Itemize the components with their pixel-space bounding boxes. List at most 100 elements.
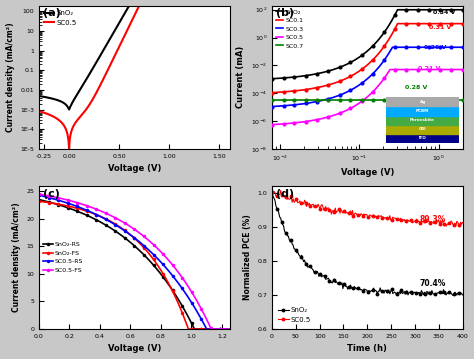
SC0.5 [269, 190, 275, 194]
SC0.3 [270, 104, 275, 109]
Point [425, 7, 433, 13]
SnO₂ [124, 8, 129, 12]
SC0.5 [66, 146, 72, 151]
Point [403, 21, 410, 27]
SC0.5-RS [204, 327, 210, 331]
SC0.5 [277, 192, 283, 197]
Point [291, 98, 298, 103]
SnO₂ [36, 94, 42, 98]
SC0.5-FS [128, 225, 134, 229]
X-axis label: Time (h): Time (h) [347, 344, 387, 354]
Line: SC0.1: SC0.1 [272, 24, 463, 93]
Point [346, 60, 354, 65]
SnO₂ [281, 224, 286, 228]
Point [302, 87, 310, 92]
SnO₂-RS [149, 262, 155, 266]
SC0.1 [269, 90, 275, 95]
Point [324, 96, 332, 102]
Y-axis label: Current (mA): Current (mA) [237, 46, 246, 108]
Point [369, 71, 376, 77]
Point [291, 102, 298, 108]
Point [437, 45, 444, 50]
X-axis label: Voltage (V): Voltage (V) [341, 168, 394, 177]
Text: (a): (a) [43, 8, 61, 18]
SC0.5-FS [139, 233, 145, 237]
Point [336, 110, 343, 116]
SC0.5-FS [127, 224, 132, 228]
Point [291, 88, 298, 94]
SnO₂-FS [222, 327, 228, 331]
Point [358, 66, 365, 72]
Point [280, 121, 287, 127]
SC0.3 [390, 45, 395, 50]
Point [291, 120, 298, 126]
SC0.5 [388, 67, 393, 72]
SC0.5 [270, 122, 275, 127]
Line: SC0.5-FS: SC0.5-FS [38, 193, 230, 330]
SnO₂-FS [139, 243, 145, 248]
Text: (c): (c) [43, 189, 60, 199]
SC0.5 [451, 223, 457, 227]
Point [459, 98, 466, 103]
Point [336, 92, 343, 98]
Point [291, 74, 298, 80]
SC0.3 [443, 45, 448, 50]
Point [459, 7, 466, 13]
Point [302, 98, 310, 103]
SnO₂ [269, 76, 275, 81]
SC0.5-FS [192, 296, 198, 300]
X-axis label: Voltage (V): Voltage (V) [108, 164, 161, 173]
Point [447, 67, 455, 73]
SnO₂ [277, 215, 283, 219]
SC0.1 [430, 22, 436, 26]
Point [391, 45, 399, 50]
Legend: SnO₂, SC0.5: SnO₂, SC0.5 [43, 9, 78, 27]
Point [280, 98, 287, 103]
SnO₂ [305, 265, 310, 269]
SC0.1 [395, 22, 401, 26]
SnO₂ [450, 293, 456, 298]
Point [391, 67, 399, 73]
Text: 0.34 V: 0.34 V [433, 10, 456, 15]
Point [381, 75, 388, 81]
Point [346, 74, 354, 79]
SnO₂-RS [36, 197, 42, 202]
Text: 0.29 V: 0.29 V [424, 45, 446, 50]
Y-axis label: Normalized PCE (%): Normalized PCE (%) [243, 215, 252, 300]
SnO₂ [46, 95, 52, 100]
Point [447, 45, 455, 50]
Point [437, 98, 444, 103]
SC0.7 [382, 98, 388, 103]
SC0.5-RS [128, 233, 134, 237]
Point [437, 7, 444, 13]
Point [324, 98, 332, 103]
SC0.7 [430, 98, 436, 103]
Point [358, 52, 365, 58]
Line: SnO₂: SnO₂ [271, 191, 464, 297]
SnO₂-RS [192, 327, 198, 331]
SC0.7 [269, 98, 275, 103]
SC0.1 [386, 37, 392, 42]
SnO₂ [269, 190, 275, 194]
SC0.5 [430, 67, 436, 72]
Point [414, 98, 422, 103]
SC0.5 [460, 67, 465, 72]
Text: (b): (b) [276, 8, 294, 18]
Point [313, 117, 320, 122]
Point [313, 98, 320, 103]
Line: SC0.3: SC0.3 [272, 47, 463, 107]
SC0.5 [124, 29, 129, 33]
SC0.5 [129, 19, 135, 23]
Point [414, 21, 422, 27]
SnO₂-RS [128, 241, 134, 245]
Point [403, 67, 410, 73]
SC0.7 [386, 98, 392, 103]
Point [381, 29, 388, 35]
Point [346, 88, 354, 93]
Point [381, 43, 388, 49]
SnO₂ [383, 28, 388, 33]
SC0.3 [460, 45, 465, 50]
Point [268, 76, 276, 81]
SC0.7 [460, 98, 465, 103]
Point [324, 114, 332, 120]
